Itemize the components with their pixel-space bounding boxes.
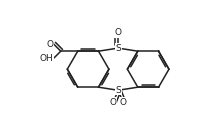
Text: O: O (115, 28, 122, 37)
Text: OH: OH (40, 54, 54, 63)
Text: O: O (47, 40, 54, 49)
Text: O: O (110, 98, 117, 107)
Text: S: S (115, 44, 121, 53)
Text: S: S (115, 86, 121, 95)
Text: O: O (119, 98, 126, 107)
